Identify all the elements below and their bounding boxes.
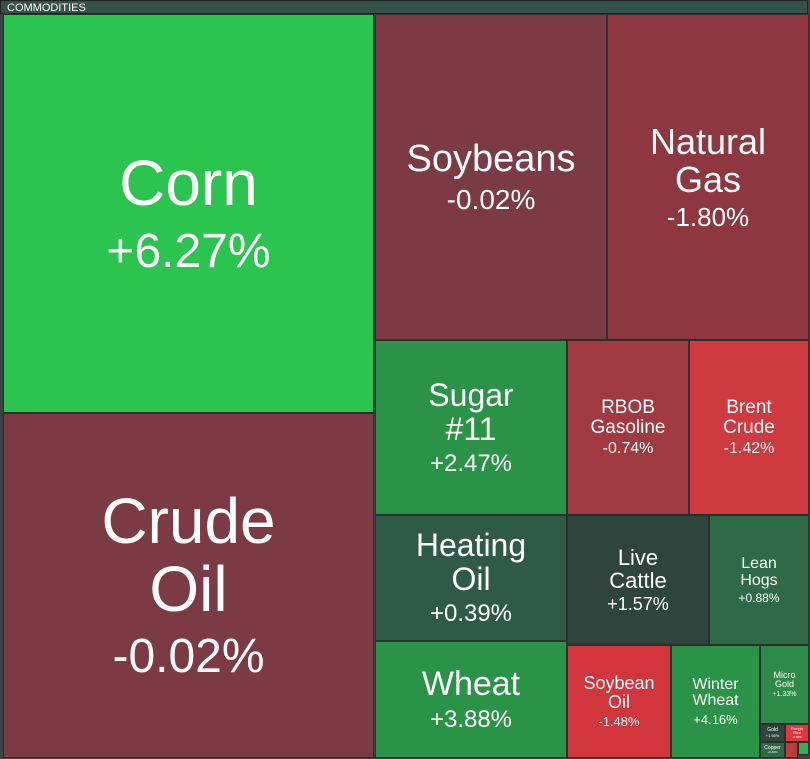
cell-name: Corn — [119, 146, 258, 219]
cell-change: -2.06% — [792, 734, 802, 739]
cell-name: Heating Oil — [415, 527, 527, 597]
cell-change: +2.47% — [429, 449, 513, 477]
cell-name: Soybean Oil — [583, 673, 655, 713]
cell-change: +1.33% — [772, 690, 797, 698]
cell-change: +0.88% — [738, 590, 780, 605]
treemap-cell[interactable]: Corn +6.27% — [3, 14, 374, 413]
treemap-cell[interactable]: Heating Oil +0.39% — [375, 515, 567, 641]
cell-change: +1.55% — [765, 732, 780, 738]
cell-change: -0.02% — [446, 184, 536, 216]
cell-change: -0.74% — [602, 439, 654, 457]
cell-name: Winter Wheat — [692, 675, 739, 710]
treemap-cell[interactable]: Micro Gold +1.33% — [760, 645, 809, 724]
treemap-cell[interactable]: Soybeans -0.02% — [375, 14, 607, 340]
cell-name: Sugar #11 — [428, 376, 514, 447]
treemap-cell[interactable]: Gold +1.55% — [760, 724, 785, 742]
treemap-cell[interactable]: Brent Crude -1.42% — [689, 340, 809, 515]
cell-name: Rough Rice — [791, 725, 803, 736]
cell-name: Copper — [764, 744, 781, 751]
treemap-cell[interactable]: Natural Gas -1.80% — [607, 14, 809, 340]
treemap-cell[interactable]: Sugar #11 +2.47% — [375, 340, 567, 515]
cell-change: -0.02% — [112, 630, 265, 684]
cell-name: Soybeans — [406, 137, 576, 180]
cell-name: Natural Gas — [649, 120, 767, 200]
treemap-cell[interactable] — [785, 742, 798, 758]
cell-name: Live Cattle — [609, 544, 667, 593]
treemap-cell[interactable]: Copper +0.40% — [760, 742, 785, 758]
cell-change: +0.40% — [767, 750, 778, 755]
cell-name: Brent Crude — [723, 396, 775, 438]
treemap-cell[interactable]: Rough Rice -2.06% — [785, 724, 809, 742]
cell-change: +0.39% — [429, 600, 513, 628]
treemap-cell[interactable]: Lean Hogs +0.88% — [709, 515, 809, 645]
cell-name: Gold — [767, 726, 778, 733]
treemap-cell[interactable] — [798, 742, 809, 755]
treemap-header: COMMODITIES — [0, 0, 808, 14]
cell-change: +6.27% — [106, 224, 271, 278]
cell-change: -1.42% — [723, 439, 775, 457]
treemap-cell[interactable]: Soybean Oil -1.48% — [567, 645, 671, 758]
cell-change: +1.57% — [607, 594, 669, 615]
cell-change: +4.16% — [693, 711, 738, 727]
treemap-cell[interactable]: Wheat +3.88% — [375, 641, 567, 758]
cell-change: +3.88% — [429, 706, 513, 734]
cell-name: Crude Oil — [101, 485, 276, 625]
treemap-cell[interactable]: RBOB Gasoline -0.74% — [567, 340, 689, 515]
cell-name: Micro Gold — [773, 669, 796, 690]
cell-name: Lean Hogs — [740, 554, 778, 589]
cell-change: -1.80% — [666, 201, 750, 232]
treemap-cell[interactable]: Winter Wheat +4.16% — [671, 645, 760, 758]
treemap-cell[interactable]: Live Cattle +1.57% — [567, 515, 709, 645]
cell-change: -1.48% — [598, 713, 640, 729]
treemap-cell[interactable]: Crude Oil -0.02% — [3, 413, 374, 758]
cell-name: RBOB Gasoline — [590, 396, 666, 438]
cell-name: Wheat — [421, 664, 521, 703]
